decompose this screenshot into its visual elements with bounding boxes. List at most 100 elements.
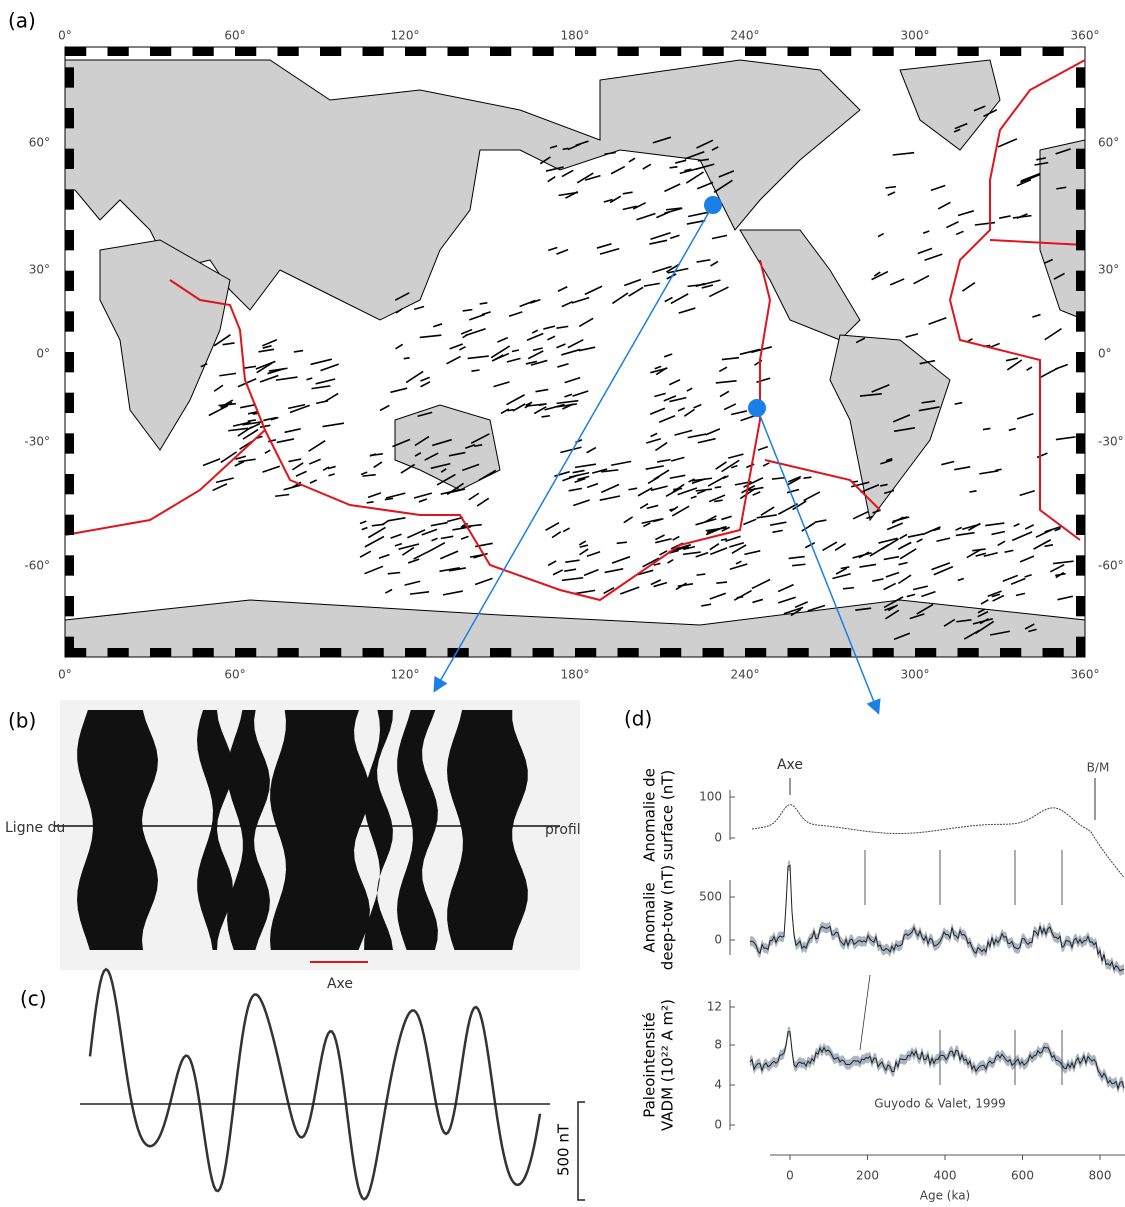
panel-label: (a): [8, 9, 36, 33]
anomaly-pick: [1039, 367, 1059, 379]
anomaly-pick: [558, 191, 579, 197]
site: [704, 196, 722, 214]
anomaly-pick: [527, 350, 544, 360]
x-tick-label: 800: [1089, 1169, 1112, 1183]
anomaly-pick: [462, 308, 473, 312]
anomaly-pick: [943, 618, 956, 627]
anomaly-pick: [696, 489, 706, 495]
anomaly-pick: [714, 486, 722, 489]
y-tick-label: 12: [707, 1000, 722, 1014]
anomaly-pick: [529, 298, 541, 304]
frame-check: [320, 648, 342, 657]
frame-check: [277, 47, 299, 56]
anomaly-pick: [544, 403, 565, 411]
anomaly-pick: [470, 433, 490, 445]
anomaly-pick: [919, 359, 936, 365]
anomaly-pick: [213, 384, 224, 392]
y-axis-label: Paleointensité: [641, 1012, 659, 1118]
anomaly-pick: [315, 378, 336, 385]
anomaly-pick: [460, 535, 469, 540]
anomaly-pick: [1055, 148, 1071, 155]
anomaly-pick: [682, 551, 701, 556]
anomaly-pick: [611, 555, 631, 564]
anomaly-pick: [701, 603, 712, 607]
anomaly-pick: [710, 260, 719, 267]
anomaly-pick: [637, 569, 654, 576]
anomaly-pick: [893, 427, 916, 433]
anomaly-pick: [642, 557, 660, 568]
anomaly-pick: [777, 583, 794, 593]
magnetic-stripe: [397, 710, 438, 950]
anomaly-pick: [650, 432, 658, 438]
anomaly-pick: [276, 438, 295, 444]
anomaly-pick: [604, 568, 624, 574]
anomaly-pick: [696, 258, 711, 263]
anomaly-pick: [616, 541, 627, 545]
anomaly-pick: [744, 550, 761, 556]
profile-label: profil: [545, 822, 581, 838]
frame-check: [277, 648, 299, 657]
frame-check: [617, 648, 639, 657]
anomaly-pick: [202, 458, 221, 467]
anomaly-pick: [686, 219, 706, 225]
anomaly-pick: [980, 599, 989, 605]
anomaly-pick: [746, 486, 764, 492]
anomaly-pick: [288, 458, 302, 463]
anomaly-pick: [479, 302, 488, 305]
anomaly-pick: [975, 552, 987, 557]
anomaly-pick: [906, 593, 916, 598]
frame-check: [405, 648, 427, 657]
anomaly-pick: [871, 270, 889, 281]
frame-check: [490, 47, 512, 56]
anomaly-pick: [584, 174, 601, 181]
anomaly-pick: [436, 473, 456, 486]
anomaly-pick: [232, 421, 251, 427]
anomaly-pick: [623, 278, 642, 287]
anomaly-pick: [930, 184, 946, 192]
frame-check: [65, 596, 74, 617]
anomaly-pick: [418, 498, 428, 503]
anomaly-pick: [650, 485, 668, 492]
y-axis-label: Anomalie de: [641, 768, 659, 862]
anomaly-pick: [554, 470, 570, 477]
anomaly-pick: [574, 463, 597, 469]
anomaly-pick: [568, 487, 583, 492]
anomaly-pick: [721, 356, 740, 361]
anomaly-pick: [557, 362, 569, 368]
anomaly-pick: [852, 510, 869, 520]
anomaly-pick: [729, 541, 745, 548]
lat-tick-label: 60°: [1098, 136, 1119, 150]
anomaly-pick: [360, 471, 368, 476]
anomaly-pick: [1044, 544, 1054, 548]
anomaly-pick: [464, 443, 476, 449]
annotation: B/M: [1087, 761, 1110, 775]
anomaly-pick: [575, 589, 596, 595]
anomaly-pick: [247, 410, 258, 415]
anomaly-pick: [220, 451, 238, 464]
anomaly-pick: [649, 407, 666, 416]
anomaly-pick: [371, 523, 385, 527]
anomaly-pick: [359, 550, 372, 558]
anomaly-pick: [417, 411, 433, 418]
anomaly-pick: [1033, 539, 1052, 550]
anomaly-pick: [364, 535, 385, 548]
lat-tick-label: 0°: [1098, 347, 1112, 361]
frame-check: [65, 108, 74, 129]
anomaly-pick: [586, 446, 597, 454]
anomaly-pick: [684, 168, 692, 172]
anomaly-pick: [664, 296, 673, 303]
x-tick-label: 0: [786, 1169, 794, 1183]
anomaly-pick: [892, 414, 911, 423]
anomaly-pick: [562, 474, 579, 482]
anomaly-pick: [687, 211, 708, 218]
anomaly-pick: [924, 253, 943, 262]
frame-check: [447, 648, 469, 657]
profile-label: Ligne du: [5, 820, 65, 836]
anomaly-pick: [561, 576, 584, 582]
anomaly-pick: [695, 282, 705, 288]
anomaly-pick: [719, 390, 730, 398]
anomaly-pick: [671, 456, 685, 462]
anomaly-pick: [579, 548, 589, 556]
anomaly-pick: [309, 479, 317, 484]
anomaly-pick: [639, 503, 649, 510]
